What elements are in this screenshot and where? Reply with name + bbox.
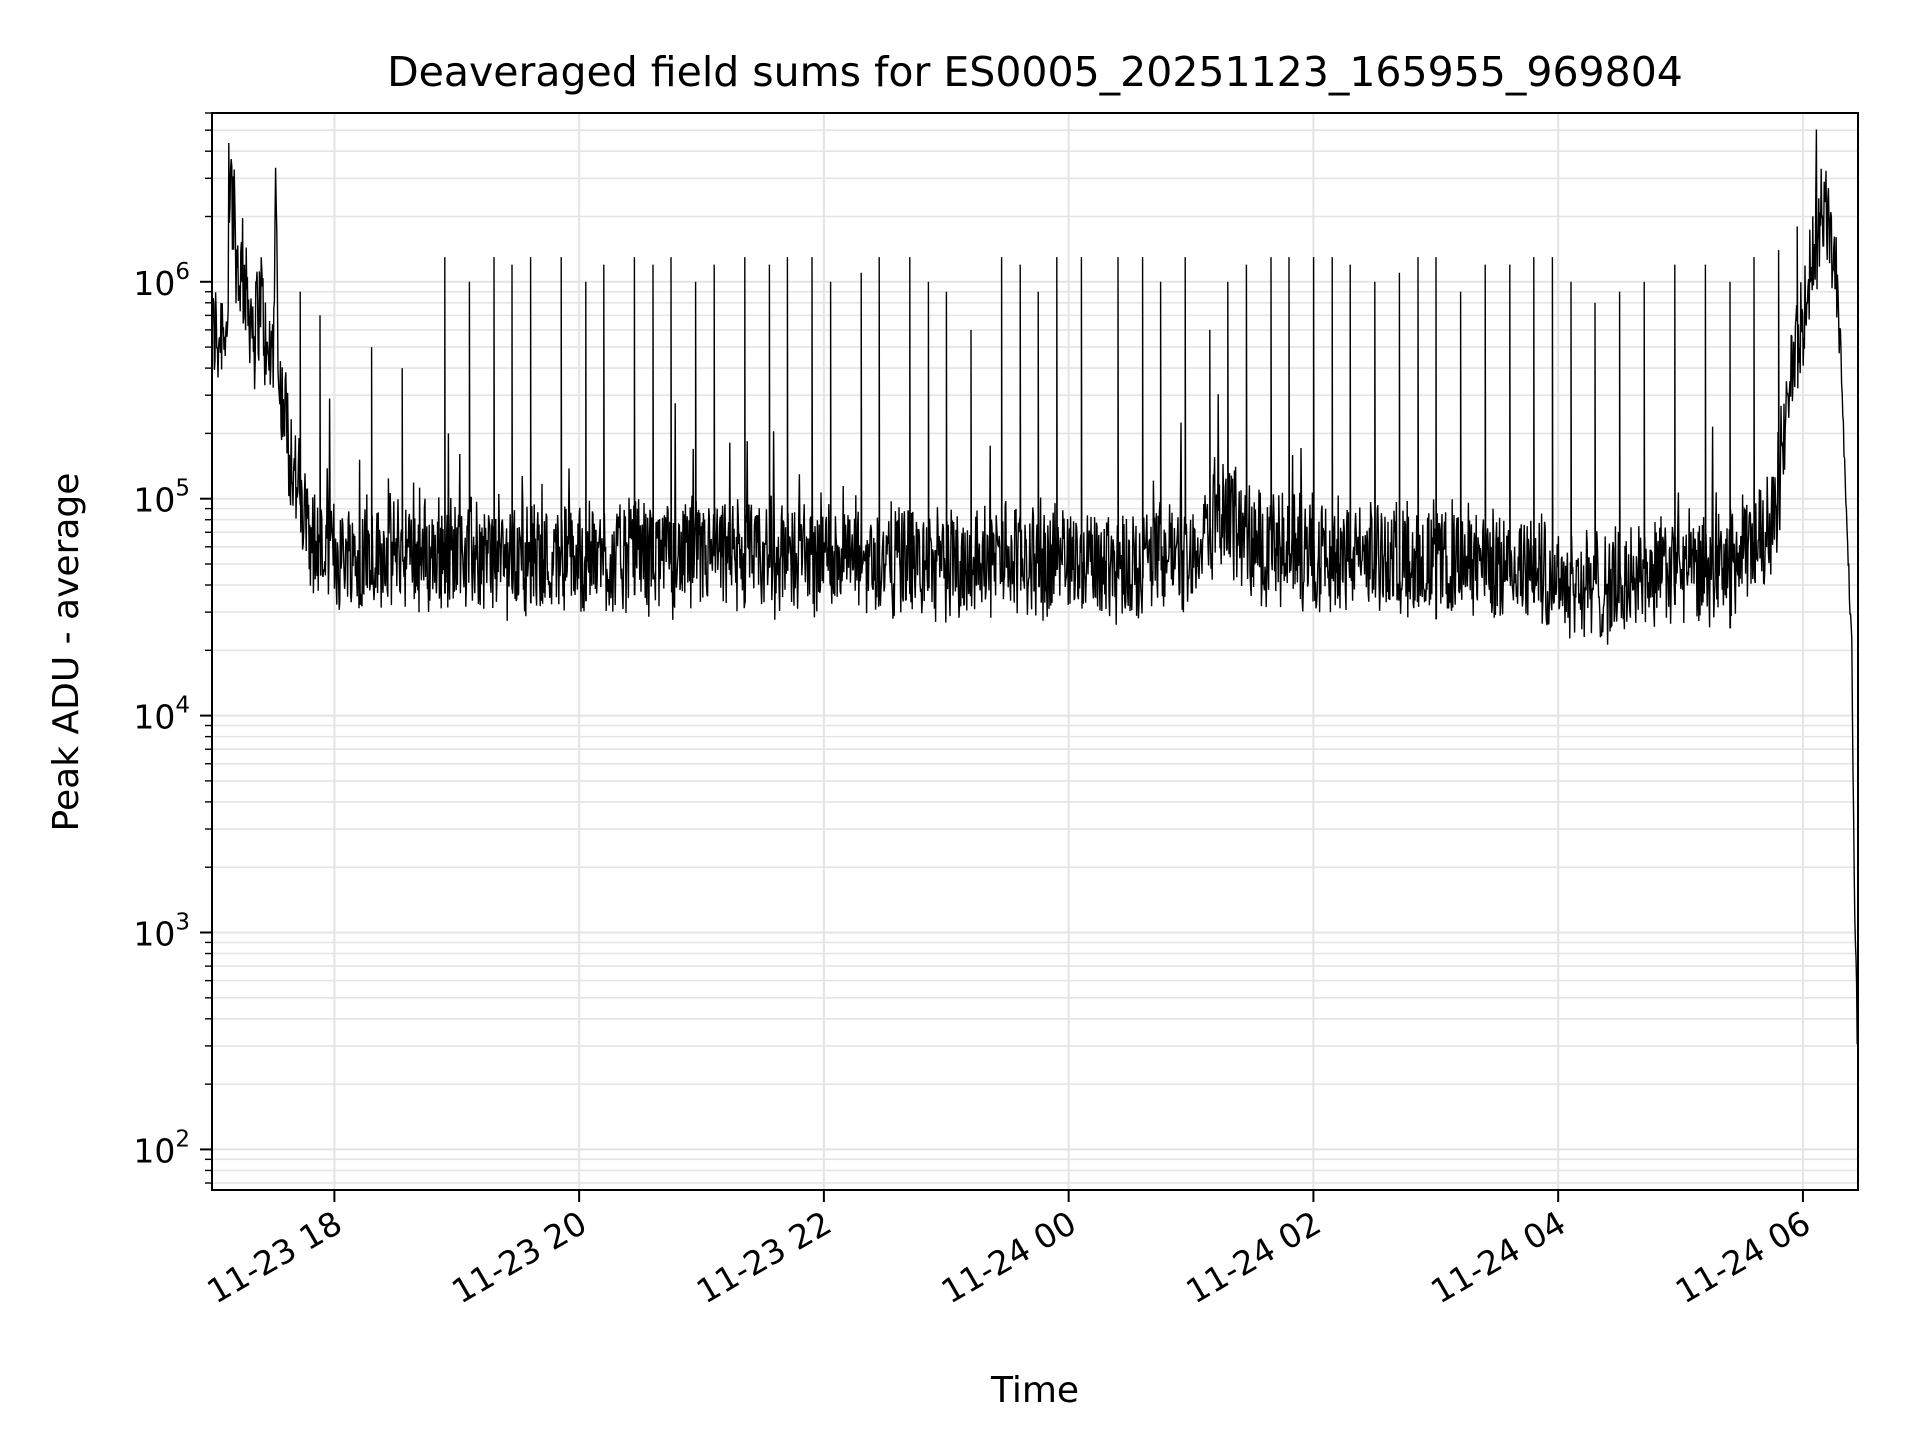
x-axis-label: Time [990, 1370, 1079, 1411]
chart-title: Deaveraged field sums for ES0005_2025112… [387, 48, 1683, 96]
y-axis: 102 103 104 105 106 [133, 112, 212, 1184]
y-tick-label: 104 [133, 693, 190, 737]
series-line-peak-adu [212, 129, 1858, 1045]
plot-frame [211, 112, 1859, 1191]
y-tick-label: 105 [133, 476, 190, 520]
y-tick-label: 106 [133, 259, 190, 303]
y-axis-label: Peak ADU - average [46, 473, 87, 832]
y-tick-label: 102 [133, 1126, 190, 1170]
y-tick-label: 103 [133, 910, 190, 954]
plot-area [212, 129, 1858, 1045]
